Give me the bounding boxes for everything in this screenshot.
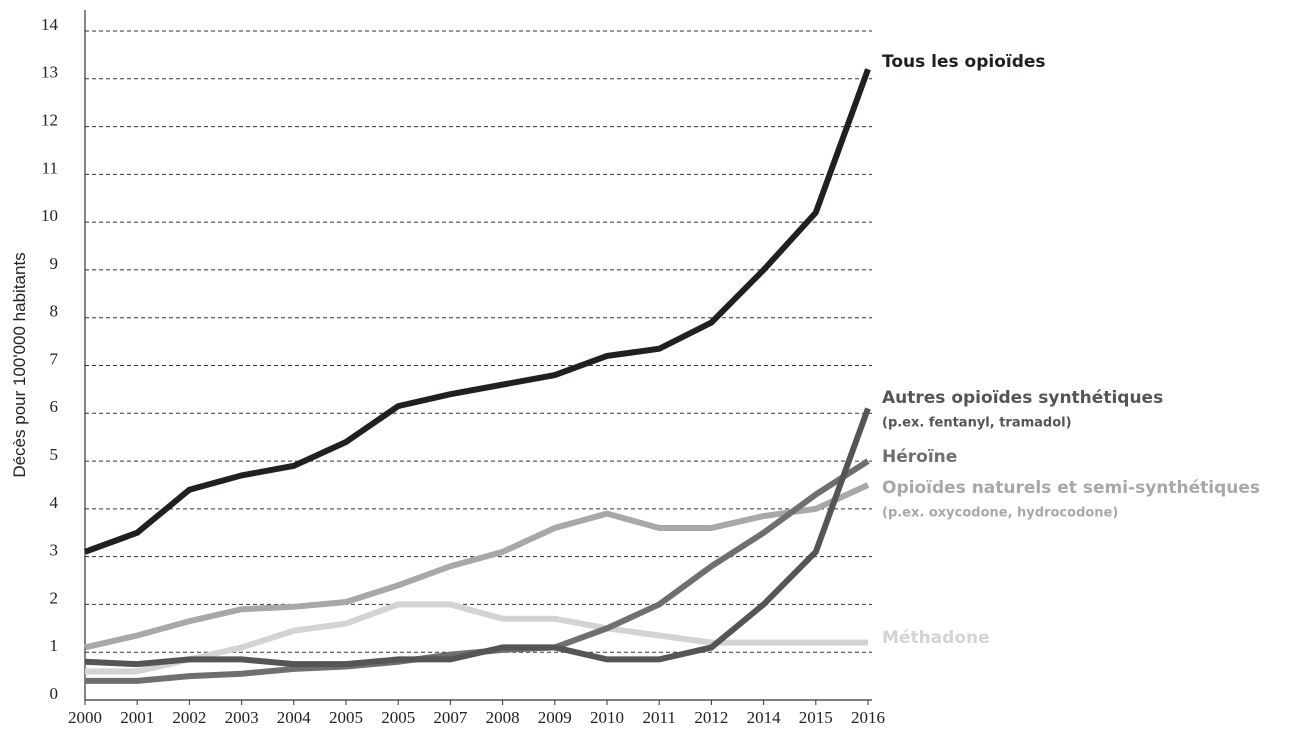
y-tick-label: 10 xyxy=(41,206,58,225)
x-tick-label: 2000 xyxy=(68,708,102,727)
x-tick-label: 2005 xyxy=(329,708,363,727)
series-line xyxy=(85,458,870,684)
y-tick-label: 7 xyxy=(50,349,59,368)
x-tick-label: 2008 xyxy=(486,708,520,727)
y-tick-label: 0 xyxy=(50,684,59,703)
series-label: Méthadone xyxy=(882,628,990,648)
series-label: Opioïdes naturels et semi-synthétiques xyxy=(882,478,1260,498)
series-label: Héroïne xyxy=(882,447,957,467)
y-tick-label: 1 xyxy=(50,636,59,655)
series-line xyxy=(84,407,871,668)
series-line xyxy=(85,601,868,675)
x-tick-label: 2011 xyxy=(643,708,676,727)
y-axis-title: Décès pour 100'000 habitants xyxy=(10,252,29,477)
series-note: (p.ex. fentanyl, tramadol) xyxy=(882,416,1072,431)
series-note: (p.ex. oxycodone, hydrocodone) xyxy=(882,506,1118,521)
y-tick-label: 4 xyxy=(50,493,59,512)
y-tick-label: 13 xyxy=(41,63,58,82)
x-tick-label: 2001 xyxy=(120,708,154,727)
x-tick-label: 2007 xyxy=(433,708,468,727)
y-tick-label: 9 xyxy=(50,254,59,273)
x-tick-label: 2015 xyxy=(799,708,833,727)
y-tick-label: 12 xyxy=(41,110,58,129)
x-tick-label: 2003 xyxy=(225,708,259,727)
y-tick-label: 3 xyxy=(50,541,59,560)
series-line xyxy=(84,482,870,651)
x-tick-label: 2005 xyxy=(381,708,415,727)
x-tick-label: 2002 xyxy=(172,708,206,727)
y-tick-label: 14 xyxy=(41,15,59,34)
x-tick-label: 2010 xyxy=(590,708,624,727)
y-tick-label: 2 xyxy=(50,588,59,607)
y-tick-label: 8 xyxy=(50,302,59,321)
x-tick-label: 2004 xyxy=(277,708,312,727)
x-tick-label: 2009 xyxy=(538,708,572,727)
x-tick-label: 2014 xyxy=(747,708,782,727)
series-label: Tous les opioïdes xyxy=(882,52,1046,72)
y-tick-label: 6 xyxy=(50,397,59,416)
x-tick-label: 2012 xyxy=(694,708,728,727)
y-tick-label: 11 xyxy=(42,158,58,177)
x-tick-label: 2016 xyxy=(851,708,885,727)
y-tick-label: 5 xyxy=(50,445,59,464)
series-label: Autres opioïdes synthétiques xyxy=(882,388,1163,408)
series-line xyxy=(83,68,871,555)
